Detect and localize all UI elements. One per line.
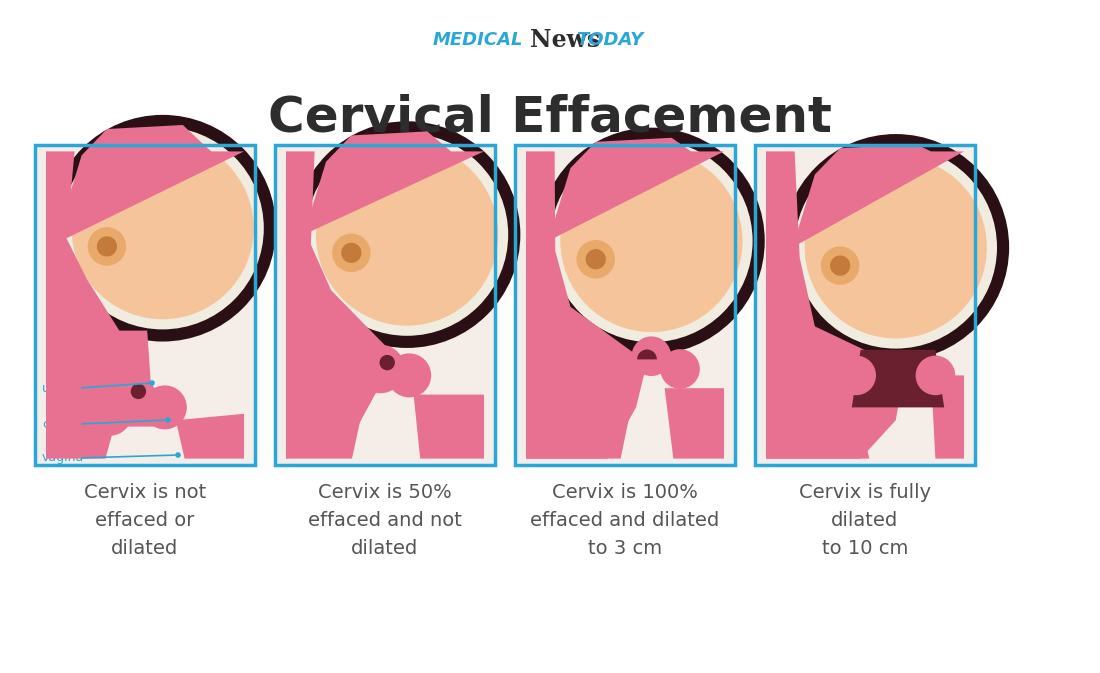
Circle shape	[821, 246, 859, 285]
Circle shape	[316, 143, 498, 326]
Text: News: News	[530, 28, 601, 52]
Circle shape	[915, 355, 955, 395]
Polygon shape	[304, 131, 484, 235]
Circle shape	[592, 343, 631, 382]
Circle shape	[379, 355, 395, 370]
Circle shape	[88, 227, 126, 266]
Polygon shape	[46, 151, 128, 458]
Bar	[515, 145, 735, 465]
Circle shape	[341, 243, 362, 263]
Circle shape	[334, 360, 378, 404]
Polygon shape	[114, 330, 154, 427]
Polygon shape	[851, 350, 944, 407]
Circle shape	[88, 392, 132, 436]
Bar	[755, 145, 975, 465]
Polygon shape	[286, 151, 389, 458]
Circle shape	[306, 133, 508, 336]
Circle shape	[110, 377, 158, 425]
Text: Cervix is not
effaced or
dilated: Cervix is not effaced or dilated	[84, 483, 206, 558]
Text: cervix: cervix	[42, 417, 80, 431]
Polygon shape	[766, 151, 904, 458]
Polygon shape	[526, 388, 634, 458]
Polygon shape	[664, 388, 724, 458]
Circle shape	[143, 386, 187, 429]
Circle shape	[830, 256, 850, 276]
Circle shape	[538, 128, 764, 355]
Circle shape	[794, 146, 997, 349]
Polygon shape	[793, 144, 964, 248]
Bar	[275, 145, 495, 465]
Circle shape	[62, 127, 264, 329]
Text: vagina: vagina	[42, 452, 85, 464]
Circle shape	[175, 452, 180, 458]
Text: TODAY: TODAY	[576, 31, 643, 49]
Circle shape	[50, 115, 276, 341]
Bar	[35, 145, 255, 465]
Text: uterus: uterus	[42, 382, 82, 394]
Polygon shape	[526, 151, 647, 458]
Text: Cervical Effacement: Cervical Effacement	[268, 94, 832, 142]
Circle shape	[576, 240, 615, 279]
Polygon shape	[766, 376, 869, 458]
Polygon shape	[548, 138, 724, 241]
Text: Cervix is fully
dilated
to 10 cm: Cervix is fully dilated to 10 cm	[799, 483, 931, 558]
Circle shape	[294, 121, 520, 348]
Circle shape	[836, 355, 876, 395]
Circle shape	[585, 249, 606, 269]
Circle shape	[560, 150, 742, 332]
Wedge shape	[637, 349, 657, 359]
Polygon shape	[176, 414, 244, 458]
Polygon shape	[46, 414, 114, 458]
Text: MEDICAL: MEDICAL	[433, 31, 524, 49]
Circle shape	[805, 156, 987, 339]
Polygon shape	[931, 376, 964, 458]
Circle shape	[332, 234, 371, 272]
Circle shape	[631, 336, 671, 376]
Circle shape	[150, 380, 155, 386]
Text: Cervix is 50%
effaced and not
dilated: Cervix is 50% effaced and not dilated	[308, 483, 462, 558]
Polygon shape	[414, 394, 484, 458]
Circle shape	[356, 345, 405, 393]
Circle shape	[782, 134, 1009, 361]
Circle shape	[97, 236, 117, 256]
Circle shape	[165, 417, 170, 423]
Polygon shape	[59, 125, 244, 238]
Circle shape	[660, 349, 700, 389]
Circle shape	[131, 384, 146, 399]
Circle shape	[550, 140, 752, 342]
Text: Cervix is 100%
effaced and dilated
to 3 cm: Cervix is 100% effaced and dilated to 3 …	[530, 483, 719, 558]
Circle shape	[72, 137, 254, 319]
Circle shape	[387, 353, 431, 397]
Polygon shape	[286, 394, 363, 458]
